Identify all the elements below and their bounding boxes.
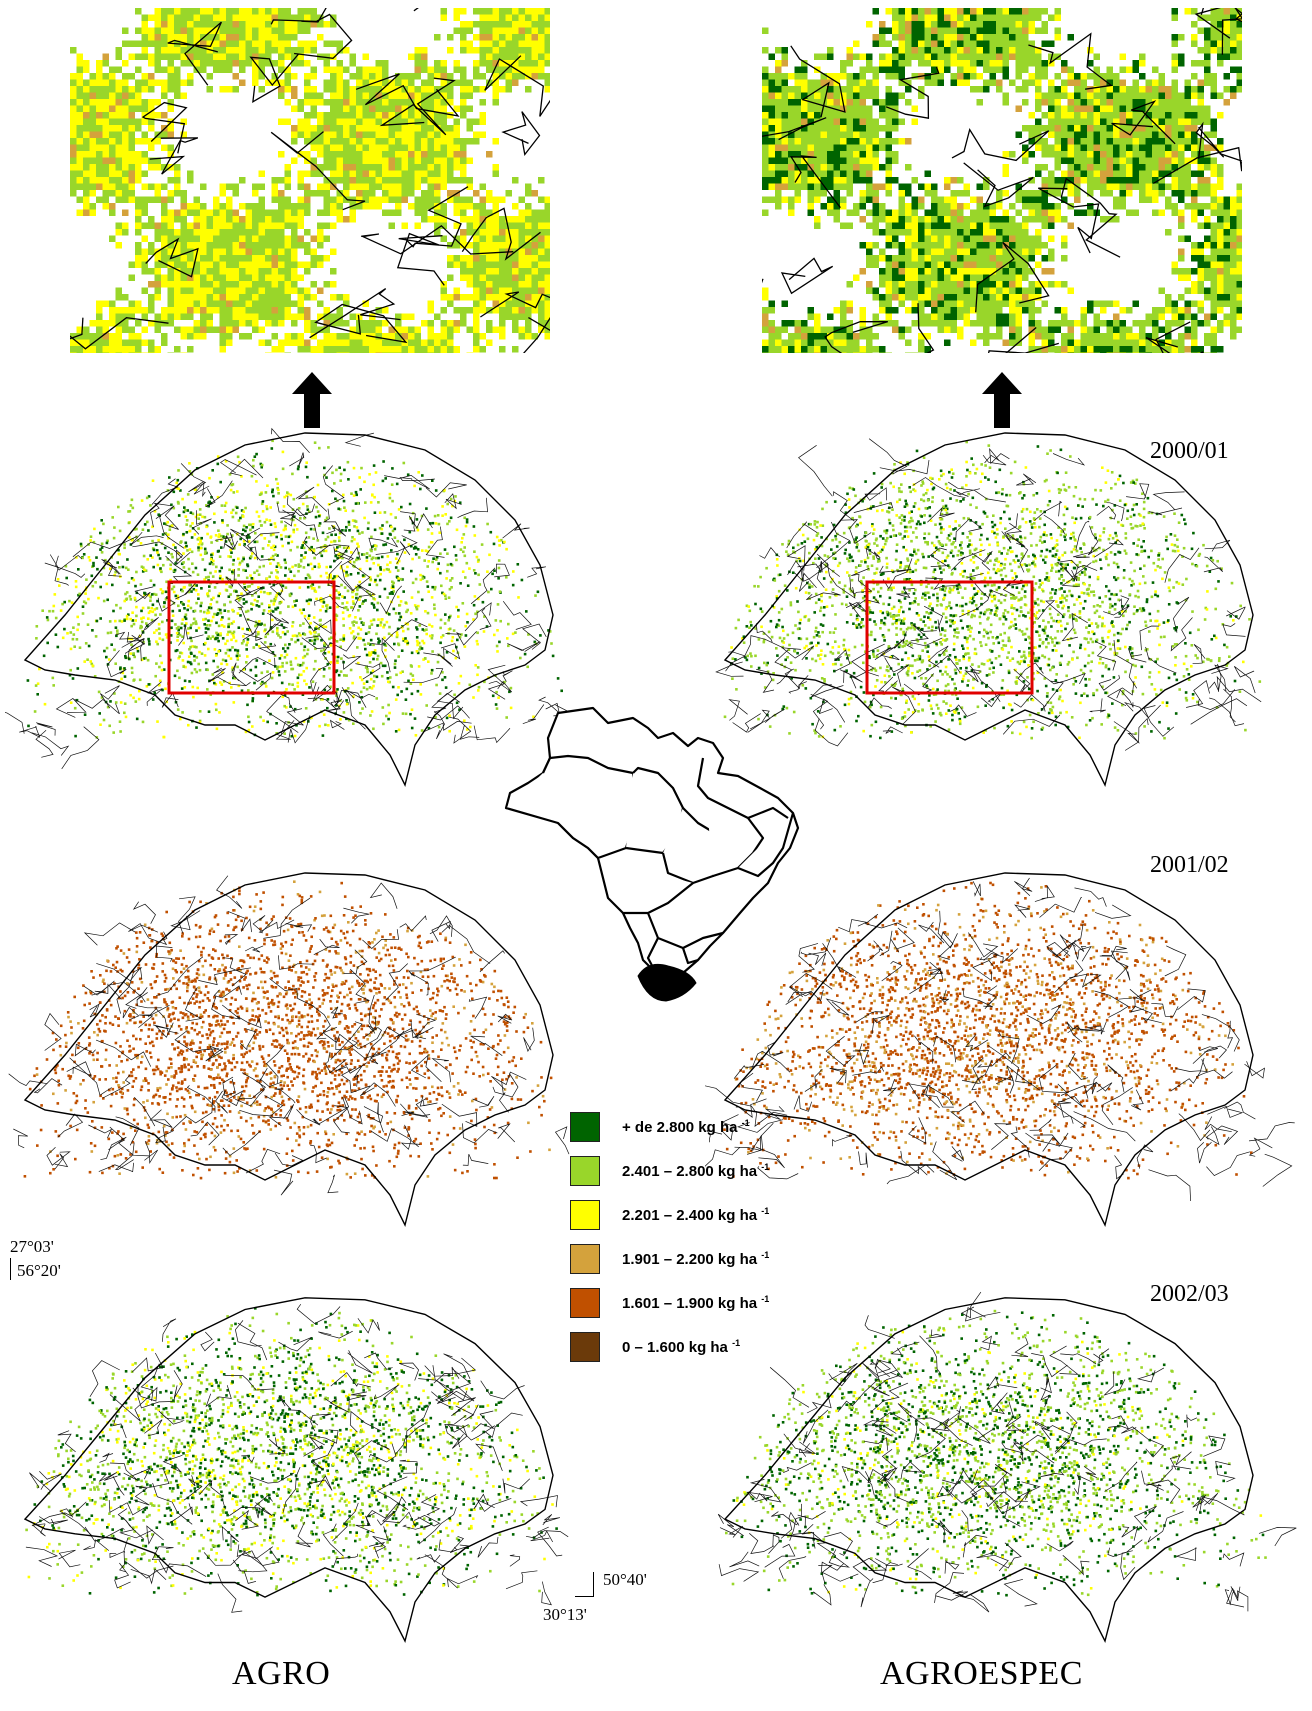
arrow-up-icon bbox=[292, 372, 332, 428]
legend-item: 2.201 – 2.400 kg ha -1 bbox=[570, 1200, 830, 1230]
legend-label: 0 – 1.600 kg ha bbox=[622, 1339, 728, 1356]
year-label-2000: 2000/01 bbox=[1150, 438, 1229, 465]
legend-exponent: -1 bbox=[742, 1118, 750, 1128]
legend-label: + de 2.800 kg ha bbox=[622, 1119, 737, 1136]
agro-zoom-map bbox=[70, 8, 550, 353]
coord-west-lon: 56°20' bbox=[17, 1261, 61, 1281]
legend-exponent: -1 bbox=[732, 1338, 740, 1348]
agroespec-column-label: AGROESPEC bbox=[880, 1655, 1083, 1693]
legend-swatch bbox=[570, 1288, 600, 1318]
coord-north-lat: 27°03' bbox=[10, 1237, 54, 1257]
legend-item: 1.601 – 1.900 kg ha -1 bbox=[570, 1288, 830, 1318]
legend-swatch bbox=[570, 1200, 600, 1230]
legend-item: 0 – 1.600 kg ha -1 bbox=[570, 1332, 830, 1362]
agro-2002-map bbox=[5, 1290, 605, 1680]
legend-label: 2.201 – 2.400 kg ha bbox=[622, 1207, 757, 1224]
legend-label: 1.601 – 1.900 kg ha bbox=[622, 1295, 757, 1312]
coord-south-lat: 30°13' bbox=[543, 1605, 587, 1625]
legend-exponent: -1 bbox=[761, 1294, 769, 1304]
brazil-locator-map bbox=[498, 698, 838, 1028]
legend-exponent: -1 bbox=[761, 1162, 769, 1172]
legend-exponent: -1 bbox=[761, 1206, 769, 1216]
legend-exponent: -1 bbox=[761, 1250, 769, 1260]
legend-item: 2.401 – 2.800 kg ha -1 bbox=[570, 1156, 830, 1186]
legend-item: + de 2.800 kg ha -1 bbox=[570, 1112, 830, 1142]
agroespec-zoom-map bbox=[762, 8, 1242, 353]
zoom-extent-box bbox=[167, 580, 337, 696]
coord-corner-mark bbox=[575, 1572, 594, 1597]
legend-swatch bbox=[570, 1156, 600, 1186]
year-label-2002: 2002/03 bbox=[1150, 1281, 1229, 1308]
legend-item: 1.901 – 2.200 kg ha -1 bbox=[570, 1244, 830, 1274]
year-label-2001: 2001/02 bbox=[1150, 852, 1229, 879]
coord-east-lon: 50°40' bbox=[603, 1570, 647, 1590]
legend-label: 1.901 – 2.200 kg ha bbox=[622, 1251, 757, 1268]
arrow-up-icon bbox=[982, 372, 1022, 428]
legend-swatch bbox=[570, 1112, 600, 1142]
legend-label: 2.401 – 2.800 kg ha bbox=[622, 1163, 757, 1180]
legend-swatch bbox=[570, 1244, 600, 1274]
agro-column-label: AGRO bbox=[232, 1655, 330, 1693]
zoom-extent-box bbox=[865, 580, 1035, 696]
legend-swatch bbox=[570, 1332, 600, 1362]
